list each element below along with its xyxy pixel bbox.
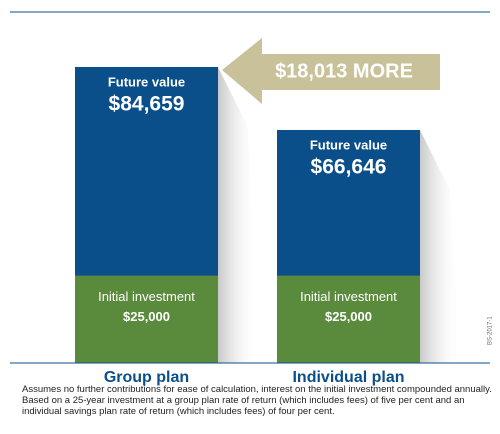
plot: Future value $84,659 Initial investment $25… [75, 67, 460, 386]
segment-label: Future value [108, 74, 185, 89]
x-tick-label: Individual plan [292, 369, 404, 386]
bar [75, 275, 218, 363]
value-label: $84,659 [109, 93, 185, 116]
x-tick-label: Group plan [104, 369, 189, 386]
segment-label: Initial investment [300, 289, 397, 304]
segment-label: Initial investment [98, 289, 195, 304]
value-label: $25,000 [325, 309, 372, 324]
arrow [222, 38, 440, 104]
side-code: BS-2017-1 [488, 316, 494, 345]
footnote: Assumes no further contributions for eas… [22, 384, 492, 417]
bar-shadow [420, 129, 460, 363]
value-label: $25,000 [123, 309, 170, 324]
segment-label: Future value [310, 137, 387, 152]
value-label: $66,646 [311, 156, 387, 179]
bar-shadow [218, 67, 258, 363]
annotation: $18,013 MORE [275, 60, 413, 82]
bar [277, 275, 420, 363]
